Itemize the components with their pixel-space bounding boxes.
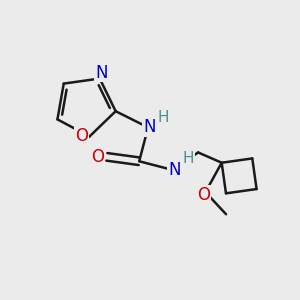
Text: N: N [143,118,156,136]
Text: H: H [183,152,194,166]
Text: H: H [158,110,169,124]
Text: O: O [75,128,88,146]
Text: N: N [95,64,107,82]
Text: O: O [197,186,211,204]
Text: O: O [92,148,104,166]
Text: N: N [168,161,181,179]
